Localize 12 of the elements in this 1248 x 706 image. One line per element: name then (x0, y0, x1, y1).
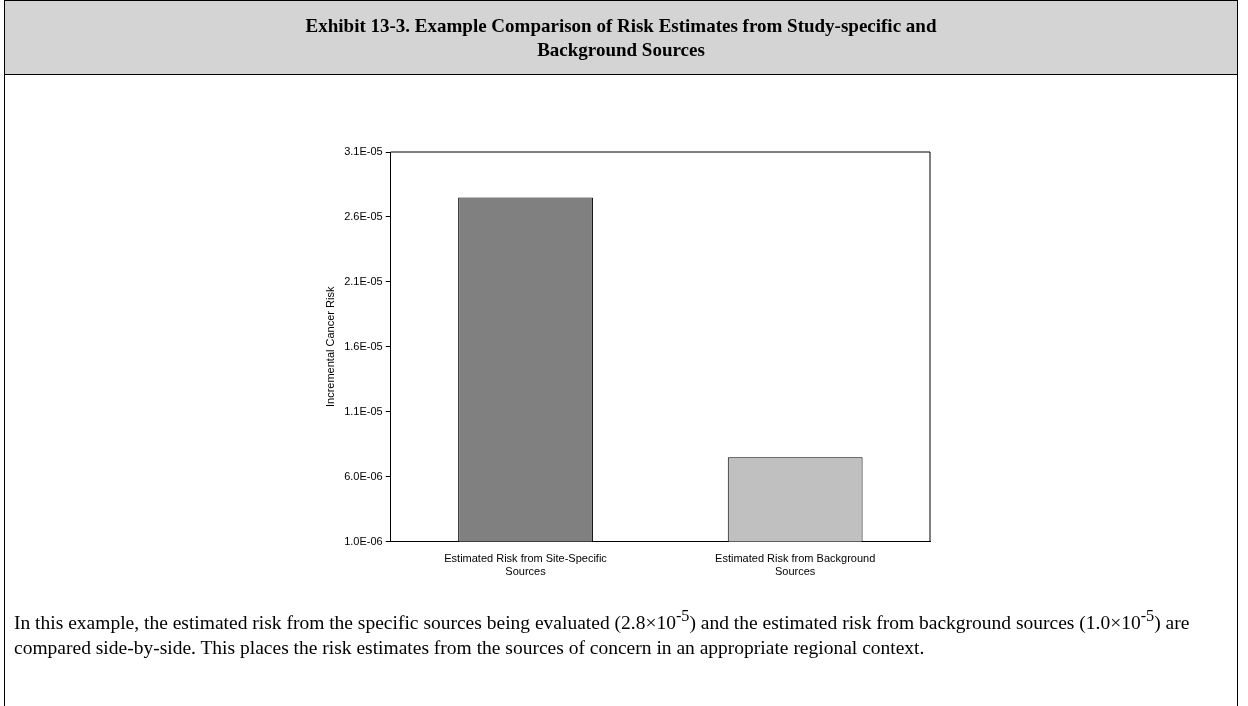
y-tick-label: 6.0E-06 (344, 469, 383, 482)
y-tick-label: 2.6E-05 (344, 209, 383, 222)
x-tick-label: Estimated Risk from Site-Specific Sources (444, 552, 608, 578)
y-tick-label: 1.6E-05 (344, 339, 383, 352)
y-axis-title: Incremental Cancer Risk (323, 286, 336, 408)
chart-title: Exhibit 13-3. Example Comparison of Risk Estimates from Study-specific and Background Sources (5, 1, 1237, 75)
y-tick-label: 3.1E-05 (344, 145, 383, 158)
y-tick-label: 1.1E-05 (344, 404, 383, 417)
text: In this example, the estimated risk from the specific sources being evaluated (2.8×10$^{-5}$) and the estimated risk from background sources (1.0×10$^{-5}$) are compared side-by-side. This places the risk estimates from the sources of concern in an appropriate regional context. (14, 607, 1190, 658)
y-tick-label: 1.0E-06 (344, 534, 383, 547)
x-tick-label: Estimated Risk from Background Sources (715, 552, 876, 578)
y-tick-label: 2.1E-05 (344, 274, 383, 287)
